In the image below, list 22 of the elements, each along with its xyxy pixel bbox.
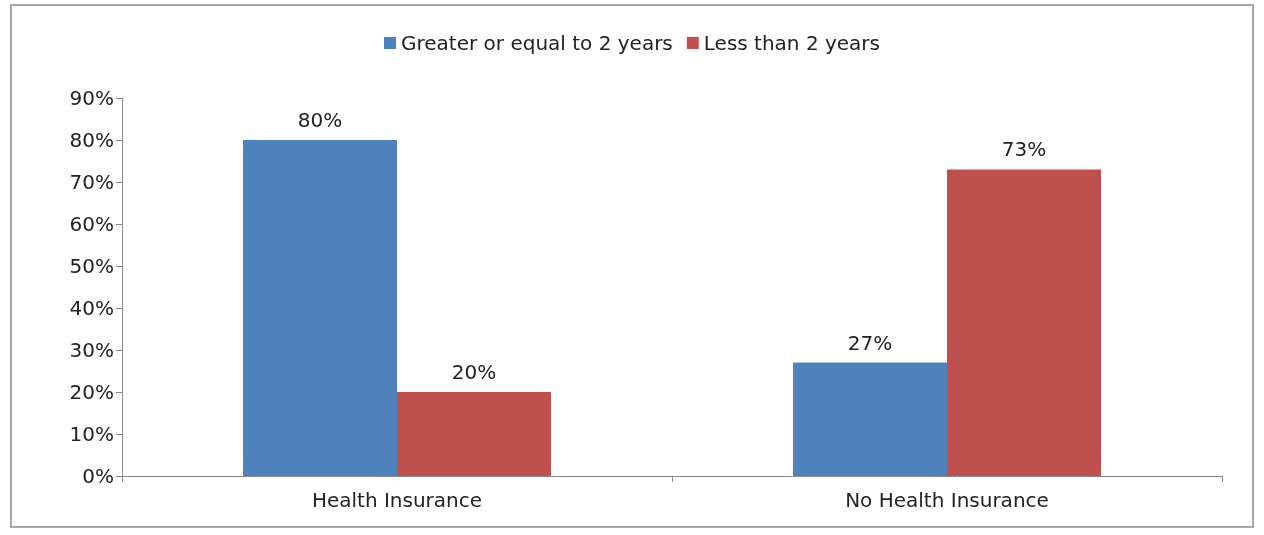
data-label: 73% bbox=[1001, 137, 1047, 162]
y-tick-label: 90% bbox=[69, 86, 114, 110]
bar bbox=[947, 169, 1101, 476]
y-tick-label: 20% bbox=[69, 380, 114, 404]
bar bbox=[243, 140, 397, 476]
y-tick-label: 70% bbox=[69, 170, 114, 194]
y-tick-label: 80% bbox=[69, 128, 114, 152]
y-tick-label: 40% bbox=[69, 296, 114, 320]
y-tick-label: 50% bbox=[69, 254, 114, 278]
x-tick-label: Health Insurance bbox=[311, 488, 483, 512]
y-tick-label: 30% bbox=[69, 338, 114, 362]
bar bbox=[793, 362, 947, 476]
data-label: 80% bbox=[297, 108, 343, 132]
y-tick-label: 60% bbox=[69, 212, 114, 236]
bar bbox=[397, 392, 551, 476]
y-tick-label: 0% bbox=[82, 464, 114, 488]
data-label: 27% bbox=[847, 330, 893, 355]
legend-label: Less than 2 years bbox=[703, 31, 881, 55]
x-tick-label: No Health Insurance bbox=[845, 488, 1049, 512]
y-tick-label: 10% bbox=[69, 422, 114, 446]
data-label: 20% bbox=[451, 360, 497, 384]
legend-label: Greater or equal to 2 years bbox=[401, 31, 673, 55]
